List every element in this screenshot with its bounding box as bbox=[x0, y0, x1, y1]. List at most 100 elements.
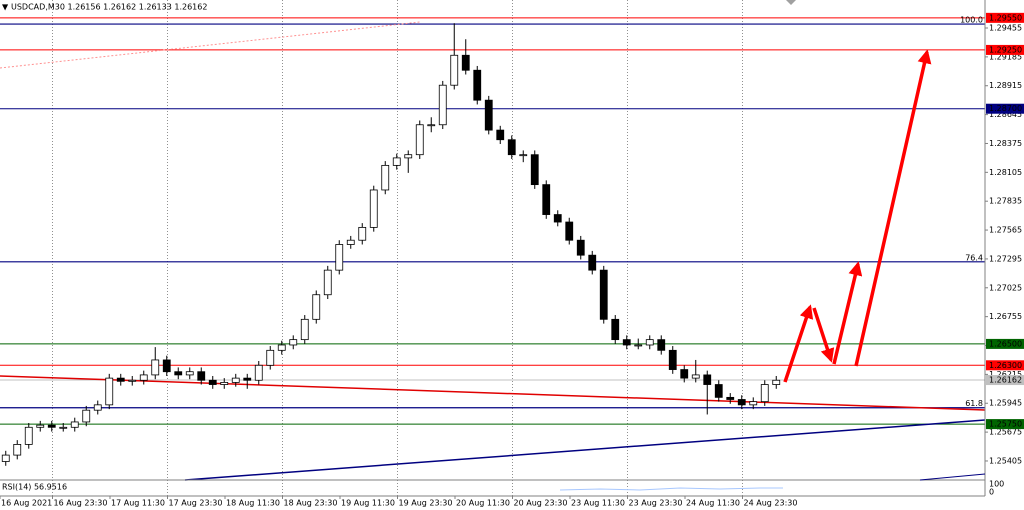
indicator-tick-label: 0 bbox=[989, 488, 994, 497]
y-tick-label: 1.29185 bbox=[989, 52, 1022, 61]
candle-body bbox=[24, 426, 33, 445]
candle-body bbox=[622, 339, 631, 346]
price-label-bg bbox=[986, 103, 1024, 114]
price-label-bg bbox=[986, 44, 1024, 55]
candle-body bbox=[392, 157, 401, 166]
price-label: 1.29550 bbox=[989, 13, 1022, 22]
price-label-bg bbox=[986, 419, 1024, 430]
candle-body bbox=[47, 424, 56, 428]
candle-body bbox=[680, 369, 689, 379]
x-tick-label: 24 Aug 11:30 bbox=[686, 499, 740, 508]
x-tick-label: 24 Aug 23:30 bbox=[744, 499, 798, 508]
candle-body bbox=[13, 444, 22, 456]
candle-body bbox=[668, 349, 677, 370]
indicator-tick-label: 100 bbox=[989, 480, 1004, 489]
fib-label: 61.8 bbox=[965, 399, 983, 408]
axis: 1.29455 1.29185 1.28915 1.28645 1.28375 1.281… bbox=[0, 12, 1024, 508]
candle-body bbox=[139, 374, 148, 381]
candle-body bbox=[565, 221, 574, 241]
price-label-bg bbox=[986, 338, 1024, 349]
candle-body bbox=[151, 359, 160, 376]
price-label: 1.26162 bbox=[989, 376, 1022, 385]
candles bbox=[1, 23, 781, 466]
candle-body bbox=[760, 384, 769, 403]
trendline bbox=[0, 21, 421, 69]
y-tick-label: 1.27295 bbox=[989, 254, 1022, 263]
candle-body bbox=[312, 294, 321, 320]
candle-body bbox=[415, 124, 424, 156]
x-tick-label: 19 Aug 23:30 bbox=[399, 499, 453, 508]
x-tick-label: 19 Aug 11:30 bbox=[341, 499, 395, 508]
candle-body bbox=[323, 269, 332, 296]
x-tick-label: 20 Aug 11:30 bbox=[456, 499, 510, 508]
forecast-arrows bbox=[783, 49, 932, 383]
y-tick-label: 1.25405 bbox=[989, 456, 1022, 465]
candle-body bbox=[634, 344, 643, 347]
indicator-title: RSI(14) 56.9516 bbox=[2, 483, 67, 492]
candle-body bbox=[243, 377, 252, 381]
candle-body bbox=[358, 226, 367, 241]
candle-body bbox=[507, 139, 516, 156]
candle-body bbox=[185, 371, 194, 376]
candle-body bbox=[70, 421, 79, 428]
candle-body bbox=[231, 377, 240, 383]
x-tick-label: 18 Aug 11:30 bbox=[226, 499, 280, 508]
candle-body bbox=[599, 269, 608, 320]
candle-body bbox=[772, 379, 781, 385]
candle-body bbox=[542, 184, 551, 215]
arrow bbox=[812, 307, 835, 363]
price-label: 1.26300 bbox=[989, 361, 1022, 370]
y-tick-label: 1.27025 bbox=[989, 283, 1022, 292]
candle-body bbox=[691, 374, 700, 379]
candle-body bbox=[749, 401, 758, 406]
candle-body bbox=[82, 409, 91, 423]
candle-body bbox=[369, 189, 378, 228]
y-tick-label: 1.27835 bbox=[989, 197, 1022, 206]
candle-body bbox=[174, 371, 183, 376]
candle-body bbox=[220, 381, 229, 385]
x-tick-label: 17 Aug 23:30 bbox=[169, 499, 223, 508]
candle-body bbox=[553, 214, 562, 223]
candle-body bbox=[404, 154, 413, 159]
menu-icon[interactable]: ▼ bbox=[2, 3, 9, 12]
candle-body bbox=[162, 359, 171, 373]
candle-body bbox=[496, 129, 505, 141]
x-tick-label: 23 Aug 11:30 bbox=[571, 499, 625, 508]
candle-body bbox=[645, 339, 654, 346]
candle-body bbox=[726, 396, 735, 400]
candle-body bbox=[438, 84, 447, 126]
candle-body bbox=[128, 379, 137, 382]
trendline bbox=[184, 419, 986, 481]
price-label: 1.26500 bbox=[989, 339, 1022, 348]
y-tick-label: 1.28915 bbox=[989, 81, 1022, 90]
candle-body bbox=[657, 339, 666, 351]
chart-title: USDCAD,M30 1.26156 1.26162 1.26133 1.261… bbox=[11, 3, 207, 12]
x-tick-label: 23 Aug 23:30 bbox=[629, 499, 683, 508]
x-tick-label: 18 Aug 23:30 bbox=[284, 499, 338, 508]
y-tick-label: 1.25675 bbox=[989, 428, 1022, 437]
candle-body bbox=[1, 454, 10, 462]
trendline bbox=[0, 375, 986, 411]
candle-body bbox=[427, 124, 436, 127]
candle-body bbox=[254, 364, 263, 381]
y-tick-label: 1.26755 bbox=[989, 312, 1022, 321]
price-label-bg bbox=[986, 375, 1024, 386]
candle-body bbox=[277, 344, 286, 351]
price-label: 1.29250 bbox=[989, 45, 1022, 54]
price-label: 1.28700 bbox=[989, 104, 1022, 113]
x-tick-label: 20 Aug 23:30 bbox=[514, 499, 568, 508]
candle-body bbox=[335, 244, 344, 271]
candle-body bbox=[484, 99, 493, 131]
candle-body bbox=[346, 239, 355, 245]
y-tick-label: 1.25945 bbox=[989, 399, 1022, 408]
arrow bbox=[854, 49, 932, 367]
y-tick-label: 1.29455 bbox=[989, 24, 1022, 33]
candle-body bbox=[588, 254, 597, 271]
arrow bbox=[832, 261, 863, 365]
candle-body bbox=[105, 377, 114, 406]
fib-label: 76.4 bbox=[965, 253, 983, 262]
candle-body bbox=[289, 339, 298, 346]
x-tick-label: 17 Aug 11:30 bbox=[111, 499, 165, 508]
fib-label: 100.0 bbox=[960, 16, 983, 25]
